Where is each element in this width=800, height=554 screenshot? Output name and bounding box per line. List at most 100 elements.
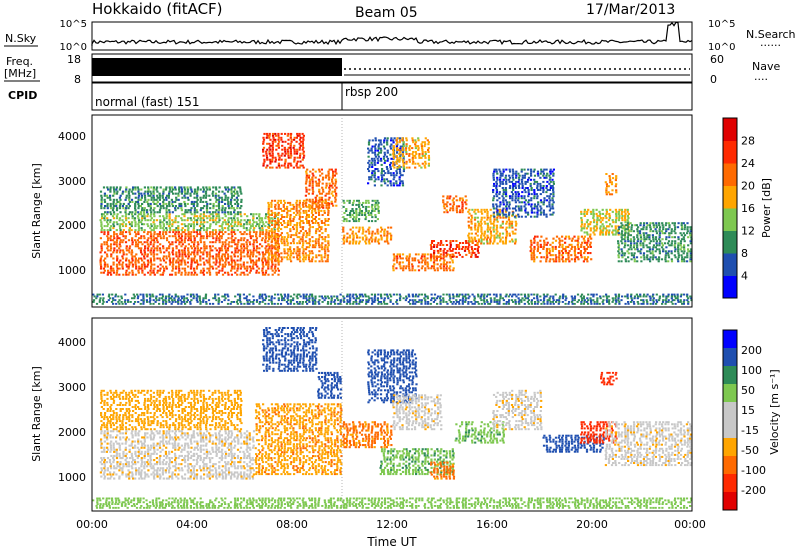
power-cell [133,255,136,258]
power-cell [284,158,287,161]
power-cell [371,203,374,206]
power-cell [608,214,611,217]
power-cell [505,168,508,171]
power-cell [304,248,308,251]
power-cell [292,299,295,302]
power-cell [443,207,446,210]
power-cell [498,236,501,239]
power-cell [133,297,136,300]
power-cell [573,245,576,248]
power-cell [345,210,348,212]
power-cell [536,250,539,253]
power-cell [159,263,162,266]
power-cell [677,222,680,225]
power-cell [144,219,147,222]
power-cell [623,214,627,217]
power-cell [193,192,196,195]
power-cell [611,219,614,222]
power-cell [174,295,177,298]
power-cell [309,293,312,296]
power-cell [642,226,645,229]
power-cell [100,229,103,232]
power-cell [342,226,345,229]
power-cell [192,235,195,238]
power-cell [254,225,258,228]
power-cell [293,136,296,139]
power-cell [274,240,277,243]
power-cell [128,245,132,248]
power-cell [627,212,630,215]
power-cell [168,190,171,193]
power-cell [289,216,292,218]
power-cell [658,222,661,225]
power-cell [383,178,386,181]
power-cell [109,267,112,270]
power-cell [270,230,273,233]
power-cell [645,232,648,235]
power-cell [480,210,483,213]
power-cell [277,220,280,222]
power-cell [496,211,499,214]
power-cell [245,233,248,236]
power-cell [106,196,109,199]
power-cell [370,157,374,160]
power-cell [183,301,186,303]
power-cell [480,238,483,241]
power-cell [446,211,449,214]
power-cell [405,151,408,153]
power-cell [144,253,147,256]
power-cell [258,297,261,300]
power-cell [599,229,602,232]
power-cell [368,242,371,245]
power-cell [174,235,177,238]
power-cell [284,140,287,143]
power-cell [134,213,137,216]
power-cell [376,203,379,206]
power-cell [615,212,618,215]
power-cell [626,250,629,253]
power-cell [486,212,489,215]
power-cell [311,236,314,239]
power-cell [626,222,629,225]
power-cell [180,233,183,236]
power-cell [505,215,508,218]
power-cell [143,263,146,266]
power-cell [548,260,551,263]
power-cell [677,248,680,251]
power-cell [527,203,530,206]
power-cell [677,254,680,257]
power-cell [137,196,140,199]
power-cell [113,188,116,191]
power-cell [595,229,598,232]
power-cell [683,228,686,231]
power-cell [275,166,278,169]
power-cell [200,207,203,210]
power-cell [202,301,205,303]
power-cell [231,219,234,222]
power-cell [576,243,579,246]
power-cell [270,251,273,254]
power-cell [342,236,346,239]
power-cell [312,302,315,305]
power-cell [107,269,110,272]
power-cell [142,297,145,300]
power-cell [314,232,318,235]
power-cell [323,238,326,241]
power-cell [115,233,118,236]
nsky-label: N.Sky [5,32,37,45]
power-cell [137,190,140,193]
power-cell [573,258,576,261]
power-cell [504,228,507,231]
power-cell [455,246,458,248]
power-cell [392,145,395,148]
power-cell [614,185,617,188]
power-cell [286,297,289,300]
power-cell [186,202,189,205]
power-cell [280,228,283,231]
power-cell [398,158,401,161]
power-cell [664,260,667,263]
power-cell [122,229,125,232]
power-cell [280,252,283,255]
power-cell [264,273,267,276]
power-cell [289,228,292,231]
